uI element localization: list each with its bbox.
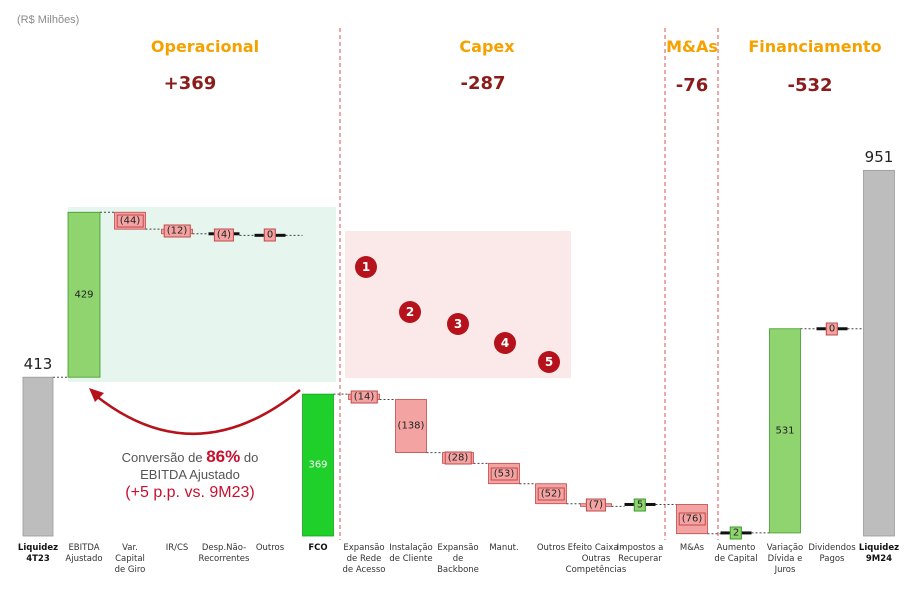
conversion-annotation: Conversão de 86% do EBITDA Ajustado (+5 … xyxy=(90,447,290,502)
section-title-capex: Capex xyxy=(459,37,515,56)
value-label-8: (138) xyxy=(397,420,425,432)
x-label-12: Efeito Caixa - Outras Competências xyxy=(565,543,627,575)
value-label-4: (4) xyxy=(213,228,235,242)
marker-3: 3 xyxy=(447,313,469,335)
marker-1: 1 xyxy=(355,256,377,278)
conversion-suffix: do xyxy=(240,450,259,465)
x-label-5: Outros xyxy=(255,543,285,553)
value-label-12: (7) xyxy=(585,498,607,512)
value-label-18: 951 xyxy=(864,148,894,167)
section-title-financiamento: Financiamento xyxy=(748,37,882,56)
value-label-17: 0 xyxy=(825,322,839,336)
operacional-region xyxy=(68,207,336,382)
x-label-14: M&As xyxy=(679,543,705,553)
value-label-5: 0 xyxy=(263,228,277,242)
value-label-14: (76) xyxy=(678,512,706,526)
value-label-3: (12) xyxy=(163,224,191,238)
unit-label: (R$ Milhões) xyxy=(17,14,80,26)
x-label-17: Dividendos Pagos xyxy=(808,543,856,564)
x-label-18: Liquidez 9M24 xyxy=(858,543,900,564)
value-label-6: 369 xyxy=(308,459,328,471)
x-label-3: IR/CS xyxy=(165,543,189,553)
capex-region xyxy=(345,231,571,378)
bar-1 xyxy=(67,211,101,378)
section-value-mas: -76 xyxy=(675,75,709,96)
section-value-financiamento: -532 xyxy=(787,75,833,96)
bar-18 xyxy=(863,169,895,537)
conversion-line3: (+5 p.p. vs. 9M23) xyxy=(125,484,255,501)
x-label-10: Manut. xyxy=(489,543,519,553)
value-label-11: (52) xyxy=(537,487,565,501)
x-label-13: Impostos a Recuperar xyxy=(616,543,664,564)
section-title-mas: M&As xyxy=(666,37,718,56)
conversion-prefix: Conversão de xyxy=(121,450,207,465)
bar-16 xyxy=(769,328,801,534)
x-label-15: Aumento de Capital xyxy=(714,543,758,564)
value-label-2: (44) xyxy=(116,214,144,228)
value-label-16: 531 xyxy=(775,425,795,437)
conversion-line2: EBITDA Ajustado xyxy=(140,467,240,482)
conversion-arrow xyxy=(94,389,301,435)
x-label-1: EBITDA Ajustado xyxy=(65,543,103,564)
x-label-0: Liquidez 4T23 xyxy=(17,543,59,564)
bar-6 xyxy=(302,393,334,537)
bar-8 xyxy=(395,399,427,453)
x-label-16: Variação Dívida e Juros xyxy=(766,543,804,575)
value-label-9: (28) xyxy=(444,451,472,465)
x-label-7: Expansão de Rede de Acesso xyxy=(342,543,386,575)
conversion-arrow-head xyxy=(89,388,104,402)
section-value-operacional: +369 xyxy=(163,73,217,94)
x-label-9: Expansão de Backbone xyxy=(437,543,479,575)
marker-4: 4 xyxy=(494,332,516,354)
x-label-11: Outros xyxy=(536,543,566,553)
conversion-percent: 86% xyxy=(206,447,241,466)
section-title-operacional: Operacional xyxy=(150,37,260,56)
x-label-4: Desp.Não- Recorrentes xyxy=(198,543,250,564)
x-label-6: FCO xyxy=(308,543,328,553)
value-label-0: 413 xyxy=(23,355,53,374)
value-label-1: 429 xyxy=(74,289,94,301)
value-label-10: (53) xyxy=(490,467,518,481)
marker-2: 2 xyxy=(399,301,421,323)
section-value-capex: -287 xyxy=(460,73,506,94)
marker-5: 5 xyxy=(538,351,560,373)
value-label-7: (14) xyxy=(350,390,378,404)
bar-0 xyxy=(22,376,54,537)
x-label-2: Var. Capital de Giro xyxy=(114,543,146,575)
value-label-15: 2 xyxy=(729,526,743,540)
x-label-8: Instalação de Cliente xyxy=(389,543,433,564)
value-label-13: 5 xyxy=(633,498,647,512)
